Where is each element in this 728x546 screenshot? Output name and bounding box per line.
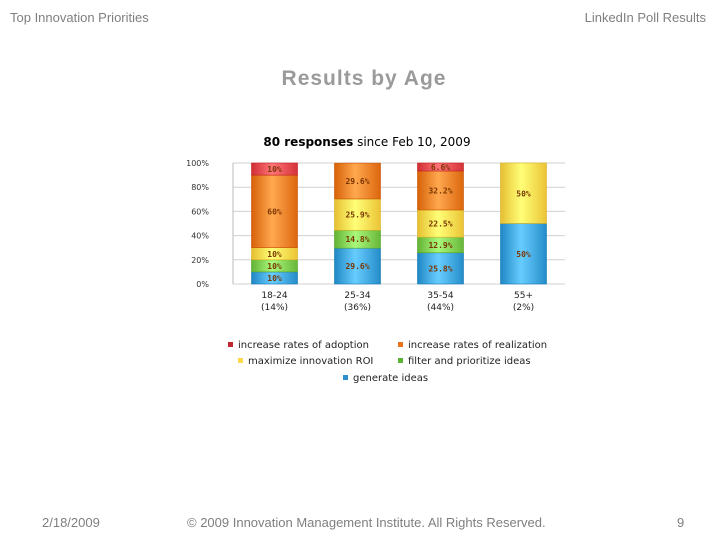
bar-segment (417, 252, 464, 285)
page-number: 9 (677, 515, 685, 530)
bar-segment (251, 174, 298, 249)
x-tick-label: 55+ (514, 291, 533, 301)
chart-title: 80 responses since Feb 10, 2009 (263, 135, 470, 149)
footer-date: 2/18/2009 (42, 515, 100, 530)
header-left-title: Top Innovation Priorities (10, 10, 149, 25)
y-tick-label: 60% (191, 207, 209, 216)
legend-label: increase rates of adoption (238, 340, 369, 351)
bar-data-label: 14.8% (345, 235, 369, 244)
chart-title-bold: 80 responses (263, 135, 353, 149)
bar-segment (334, 247, 381, 285)
bar-data-label: 50% (516, 250, 531, 259)
x-tick-label: 25-34 (344, 291, 370, 301)
y-tick-label: 80% (191, 183, 209, 192)
slide-title: Results by Age (281, 67, 447, 90)
legend-swatch (398, 358, 403, 363)
y-tick-label: 100% (186, 159, 209, 168)
bar-data-label: 60% (267, 207, 282, 216)
footer-copyright: © 2009 Innovation Management Institute. … (187, 515, 546, 530)
bar-data-label: 10% (267, 250, 282, 259)
x-tick-sublabel: (36%) (344, 303, 371, 313)
bar-data-label: 50% (516, 189, 531, 198)
bar-segment (417, 209, 464, 238)
chart-title-rest: since Feb 10, 2009 (353, 135, 470, 149)
legend-swatch (238, 358, 243, 363)
y-tick-label: 40% (191, 232, 209, 241)
bar-data-label: 10% (267, 165, 282, 174)
bar-data-label: 6.6% (431, 163, 450, 172)
bar-data-label: 29.6% (345, 177, 369, 186)
bar-segment (251, 162, 298, 176)
bar-segment (500, 223, 547, 285)
bar-segment (417, 162, 464, 172)
y-tick-label: 20% (191, 256, 209, 265)
y-tick-label: 0% (196, 280, 209, 289)
x-tick-sublabel: (44%) (427, 303, 454, 313)
legend-label: generate ideas (353, 373, 428, 384)
bar-segment (334, 162, 381, 200)
bar-data-label: 12.9% (428, 241, 452, 250)
legend-label: filter and prioritize ideas (408, 356, 531, 367)
legend-label: increase rates of realization (408, 340, 547, 351)
bar-data-label: 10% (267, 262, 282, 271)
x-tick-sublabel: (2%) (513, 303, 534, 313)
header-right-title: LinkedIn Poll Results (584, 10, 706, 25)
legend-swatch (398, 342, 403, 347)
bar-data-label: 29.6% (345, 262, 369, 271)
bar-segment (417, 170, 464, 211)
legend-swatch (228, 342, 233, 347)
bar-data-label: 32.2% (428, 186, 452, 195)
x-tick-label: 35-54 (427, 291, 453, 301)
bar-segment (500, 162, 547, 224)
bar-data-label: 25.8% (428, 264, 452, 273)
x-tick-label: 18-24 (261, 291, 287, 301)
x-tick-sublabel: (14%) (261, 303, 288, 313)
bar-data-label: 22.5% (428, 220, 452, 229)
bar-data-label: 25.9% (345, 211, 369, 220)
legend-label: maximize innovation ROI (248, 356, 373, 367)
bar-segment (334, 198, 381, 231)
bar-data-label: 10% (267, 274, 282, 283)
legend-swatch (343, 375, 348, 380)
